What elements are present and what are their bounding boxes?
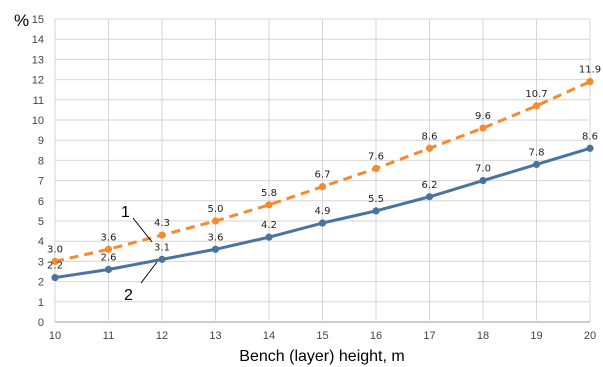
series-2-data-label: 6.2 [422,180,438,191]
series-1-callout-line [132,217,153,243]
series-1-data-label: 3.0 [47,244,63,255]
x-tick-label: 13 [209,330,221,342]
series-1-data-label: 5.8 [261,188,277,199]
series-2-point [586,144,594,152]
series-1-point [372,164,380,173]
x-tick-label: 14 [263,330,275,342]
y-tick-label: 6 [38,196,44,208]
y-tick-label: 10 [32,115,44,127]
series-1-point [104,245,113,253]
series-2-point [479,177,487,185]
series-2-point [318,219,327,227]
y-tick-label: 7 [38,176,44,188]
series-1-data-label: 4.3 [154,218,170,229]
series-1-data-label: 11.9 [579,65,601,76]
series-1-point [479,124,487,132]
series-2-data-label: 4.2 [261,220,277,231]
y-tick-label: 9 [38,135,44,147]
series-2-point [158,255,166,263]
x-tick-label: 20 [584,330,596,342]
data-labels: 3.0 3.6 4.3 5.0 5.8 6.7 7.6 8.6 9.6 10.7 11.9 2.2 2.… [47,65,601,272]
series-1-point [51,257,59,265]
series-1-point [211,217,220,225]
y-tick-label: 0 [38,317,44,329]
y-tick-label: 11 [33,95,44,107]
x-tick-label: 11 [103,330,114,342]
series-2-data-label: 5.5 [368,194,384,205]
y-tick-label: 14 [32,34,44,46]
series-1-callout: 1 [121,204,153,243]
y-tick-label: 5 [38,216,44,228]
series-2-data-label: 7.8 [529,147,545,158]
x-tick-label: 15 [316,330,328,342]
x-tick-label: 16 [370,330,382,342]
series-1-data-label: 6.7 [315,170,331,181]
series-2-point [425,193,434,201]
x-axis-title: Bench (layer) height, m [239,348,404,365]
series-1-point [425,144,434,152]
series-1-data-label: 7.6 [368,151,384,162]
series-1-data-label: 3.6 [101,232,117,243]
y-tick-label: 3 [38,256,44,268]
series-2-data-label: 2.6 [101,252,117,263]
series-1-data-label: 10.7 [525,89,547,100]
series-1-data-label: 9.6 [475,111,491,122]
series-1-point [532,102,541,110]
grid [54,18,591,323]
series-2-data-label: 3.1 [154,242,170,253]
series-2-data-label: 8.6 [582,131,598,142]
x-tick-label: 18 [477,330,489,342]
series-2-callout-line [140,261,158,284]
series-2-data-label: 7.0 [475,164,491,175]
series-1-point [265,201,273,209]
series-1-point [158,231,166,239]
series-2-point [104,265,113,274]
y-tick-label: 2 [38,277,44,289]
series-1-callout-label: 1 [121,204,130,221]
series-2-callout: 2 [124,261,158,304]
series-2-point [372,207,380,215]
series-2-callout-label: 2 [124,287,133,304]
series-2-data-label: 3.6 [208,232,224,243]
y-tick-label: 8 [38,155,44,167]
y-tick-label: 13 [32,54,44,66]
series-1-point [318,183,327,191]
series-2-data-label: 4.9 [315,206,331,217]
series-2-point [532,160,541,169]
x-tick-label: 19 [530,330,542,342]
x-tick-label: 10 [49,330,61,342]
y-tick-label: 4 [38,236,44,248]
series-1-data-label: 5.0 [208,204,224,215]
x-tick-label: 12 [156,330,168,342]
series-2-point [51,273,59,282]
series-2-data-label: 2.2 [47,261,63,272]
series-layer [51,78,594,282]
x-axis-ticks: 10 11 12 13 14 15 16 17 18 19 20 [49,330,596,342]
y-axis-unit: % [14,11,29,30]
y-tick-label: 12 [32,75,44,87]
series-1-data-label: 8.6 [422,131,438,142]
x-tick-label: 17 [423,330,435,342]
series-1-point [586,78,594,86]
series-2-point [211,245,220,253]
y-tick-label: 1 [38,297,44,309]
series-2-point [265,233,273,241]
y-tick-label: 15 [32,14,44,26]
